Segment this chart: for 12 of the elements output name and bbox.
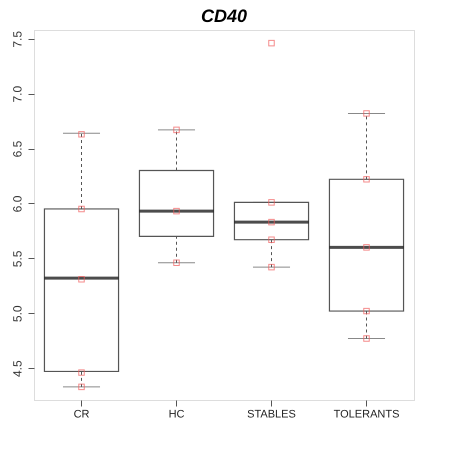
- x-tick-label: CR: [74, 408, 90, 420]
- x-tick-label: HC: [168, 408, 184, 420]
- y-tick-label: 4.5: [10, 360, 24, 378]
- chart-title: CD40: [200, 6, 248, 26]
- y-tick-label: 7.0: [10, 86, 24, 103]
- x-tick-label: TOLERANTS: [334, 408, 400, 420]
- y-tick-label: 6.0: [10, 195, 24, 212]
- x-tick-label: STABLES: [247, 408, 296, 420]
- y-tick-label: 5.0: [10, 305, 24, 322]
- y-tick-label: 5.5: [10, 250, 24, 268]
- y-tick-label: 7.5: [10, 30, 24, 48]
- y-tick-label: 6.5: [10, 140, 24, 158]
